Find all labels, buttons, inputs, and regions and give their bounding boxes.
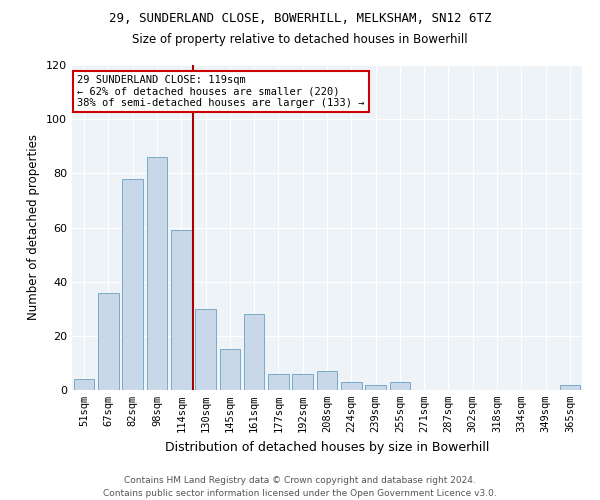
Bar xyxy=(268,374,289,390)
Bar xyxy=(292,374,313,390)
Bar xyxy=(244,314,265,390)
Bar xyxy=(146,157,167,390)
Text: Size of property relative to detached houses in Bowerhill: Size of property relative to detached ho… xyxy=(132,32,468,46)
Bar xyxy=(220,350,240,390)
Bar xyxy=(341,382,362,390)
Bar xyxy=(171,230,191,390)
Text: 29, SUNDERLAND CLOSE, BOWERHILL, MELKSHAM, SN12 6TZ: 29, SUNDERLAND CLOSE, BOWERHILL, MELKSHA… xyxy=(109,12,491,26)
Bar xyxy=(560,384,580,390)
Bar xyxy=(195,308,216,390)
Bar xyxy=(365,384,386,390)
Text: 29 SUNDERLAND CLOSE: 119sqm
← 62% of detached houses are smaller (220)
38% of se: 29 SUNDERLAND CLOSE: 119sqm ← 62% of det… xyxy=(77,74,365,108)
Bar xyxy=(74,379,94,390)
X-axis label: Distribution of detached houses by size in Bowerhill: Distribution of detached houses by size … xyxy=(165,440,489,454)
Bar xyxy=(389,382,410,390)
Y-axis label: Number of detached properties: Number of detached properties xyxy=(28,134,40,320)
Bar xyxy=(122,179,143,390)
Text: Contains HM Land Registry data © Crown copyright and database right 2024.
Contai: Contains HM Land Registry data © Crown c… xyxy=(103,476,497,498)
Bar xyxy=(98,292,119,390)
Bar xyxy=(317,371,337,390)
